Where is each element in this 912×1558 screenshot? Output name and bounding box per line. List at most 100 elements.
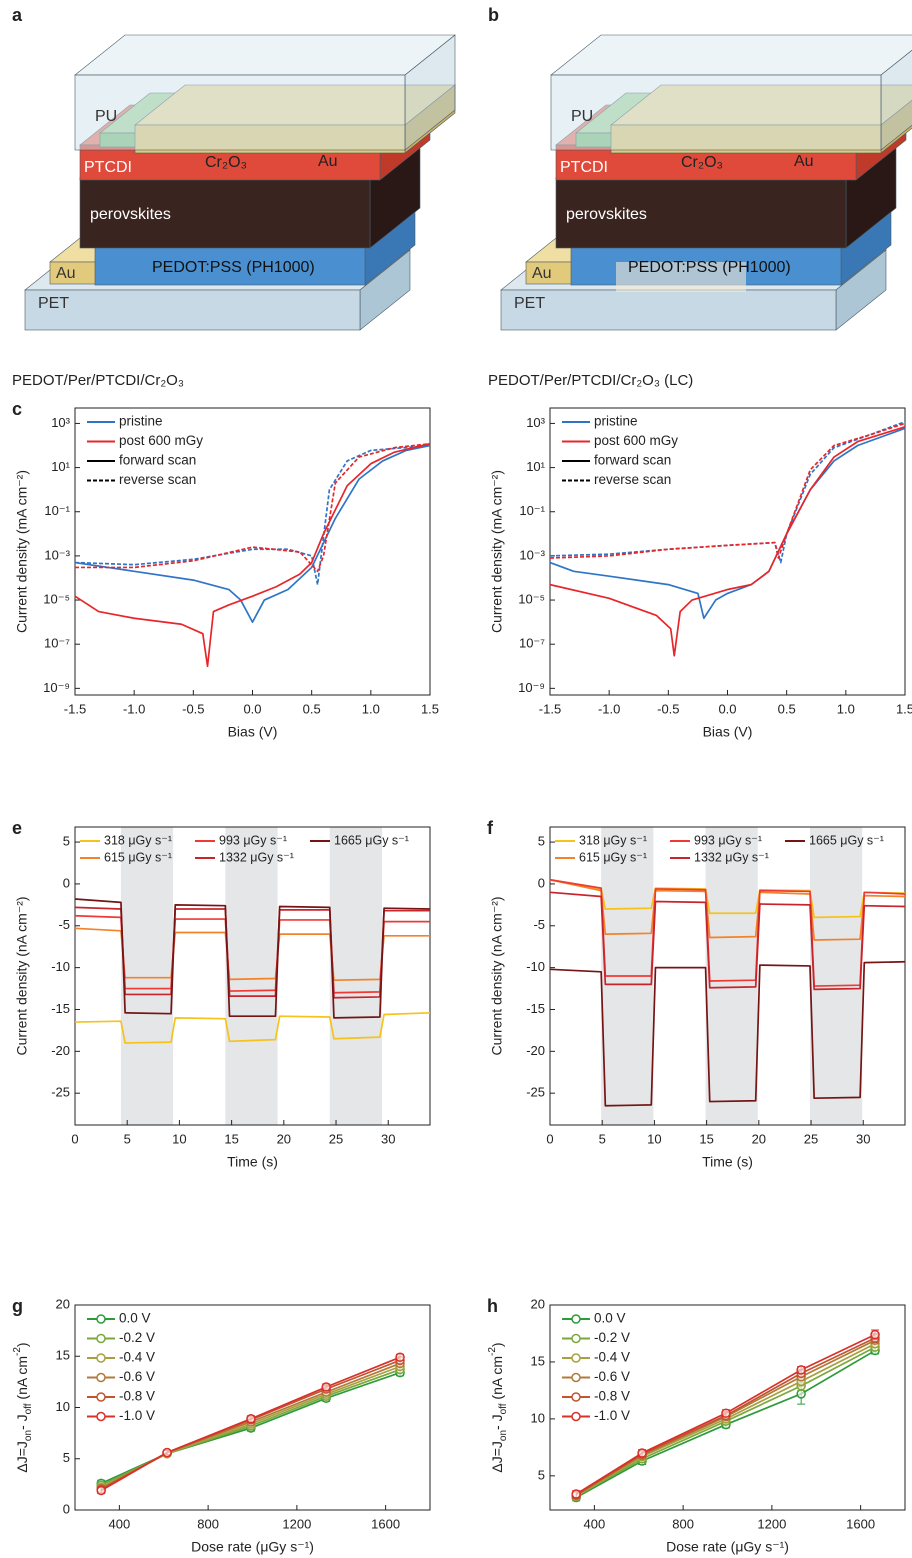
plot-frame xyxy=(549,1304,906,1511)
shaded-region xyxy=(225,827,278,1125)
legend-label: -0.2 V xyxy=(594,1330,630,1345)
layer-top xyxy=(550,34,912,76)
layer-label: PEDOT:PSS (PH1000) xyxy=(628,259,791,276)
x-tick-label: 400 xyxy=(584,1516,606,1531)
y-axis-label: Current density (mA cm⁻²) xyxy=(489,470,505,633)
legend-label: 993 μGy s⁻¹ xyxy=(219,833,287,847)
layer-top xyxy=(74,34,456,76)
layer-label: Au xyxy=(318,153,338,170)
x-tick-label: -1.5 xyxy=(539,701,561,716)
y-axis-label-part: ) xyxy=(489,1342,505,1347)
x-tick-label: 1.5 xyxy=(421,701,439,716)
x-tick-label: 1600 xyxy=(371,1516,400,1531)
layer-label: PET xyxy=(38,295,69,312)
legend-marker xyxy=(96,1353,106,1363)
lc-region xyxy=(616,262,746,292)
series-line xyxy=(549,891,906,991)
panel-label: a xyxy=(12,5,23,25)
plot-frame xyxy=(74,826,431,1126)
legend-label: 615 μGy s⁻¹ xyxy=(579,850,647,864)
x-tick-label: 0 xyxy=(546,1131,553,1146)
x-axis-label: Time (s) xyxy=(702,1154,753,1170)
y-tick-label: -20 xyxy=(526,1043,545,1058)
x-tick-label: 0.0 xyxy=(243,701,261,716)
data-point xyxy=(395,1352,405,1363)
x-tick-label: 30 xyxy=(381,1131,395,1146)
x-tick-label: -1.0 xyxy=(598,701,620,716)
y-tick-label: -25 xyxy=(51,1085,70,1100)
panel-label: b xyxy=(488,5,499,25)
y-tick-label: 10¹ xyxy=(526,459,545,474)
x-tick-label: 25 xyxy=(329,1131,343,1146)
layer-label: PU xyxy=(571,108,593,125)
series-line xyxy=(74,906,430,999)
y-axis-label-part: ΔJ=J xyxy=(14,1441,30,1473)
diagram-caption: PEDOT/Per/PTCDI/Cr₂O₃ (LC) xyxy=(488,372,693,389)
y-axis-label-part: ΔJ=J xyxy=(489,1441,505,1473)
legend-label: -1.0 V xyxy=(119,1408,155,1423)
series-line xyxy=(549,878,906,987)
y-tick-label: 10⁻³ xyxy=(519,547,545,562)
legend-label: -1.0 V xyxy=(594,1408,630,1423)
x-tick-label: 5 xyxy=(124,1131,131,1146)
y-axis-label: ΔJ=Jon- Joff (nA cm-2) xyxy=(487,1342,509,1472)
legend-label: -0.2 V xyxy=(119,1330,155,1345)
y-axis-label: Current density (mA cm⁻²) xyxy=(14,470,30,633)
x-tick-label: 1200 xyxy=(757,1516,786,1531)
y-axis-label: Current density (nA cm⁻²) xyxy=(489,896,505,1055)
y-tick-label: 5 xyxy=(538,834,545,849)
y-tick-label: 10¹ xyxy=(51,459,70,474)
y-axis-label-part: - J xyxy=(14,1414,30,1430)
legend-label: -0.4 V xyxy=(594,1350,630,1365)
data-point xyxy=(721,1408,731,1418)
x-axis-label: Bias (V) xyxy=(228,724,278,740)
y-axis-label-part: (nA cm xyxy=(489,1356,505,1403)
series-line xyxy=(74,898,431,1019)
panel-label: h xyxy=(487,1296,498,1316)
x-tick-label: 1.5 xyxy=(896,701,912,716)
y-tick-label: 10³ xyxy=(51,415,70,430)
plot-frame xyxy=(549,826,906,1126)
legend-label: 318 μGy s⁻¹ xyxy=(579,833,647,847)
y-tick-label: 10⁻⁷ xyxy=(44,636,70,651)
y-tick-label: 10⁻³ xyxy=(44,547,70,562)
x-tick-label: -0.5 xyxy=(182,701,204,716)
y-axis-label-part: -2 xyxy=(487,1347,498,1356)
y-tick-label: 10⁻⁵ xyxy=(43,591,70,606)
layer-label: Au xyxy=(794,153,814,170)
series-line xyxy=(74,444,431,623)
y-tick-label: -15 xyxy=(526,1001,545,1016)
y-axis-label-part: (nA cm xyxy=(14,1356,30,1403)
x-tick-label: 800 xyxy=(672,1516,694,1531)
y-axis-label: Current density (nA cm⁻²) xyxy=(14,896,30,1055)
layer-front xyxy=(24,289,361,331)
y-axis-label-part: off xyxy=(498,1403,509,1414)
diagram-caption: PEDOT/Per/PTCDI/Cr₂O₃ xyxy=(12,372,184,389)
y-axis-label-part: on xyxy=(498,1430,509,1441)
x-tick-label: 10 xyxy=(647,1131,661,1146)
legend-marker xyxy=(571,1333,581,1344)
legend-label: 993 μGy s⁻¹ xyxy=(694,833,762,847)
y-tick-label: 15 xyxy=(56,1348,70,1363)
x-tick-label: 5 xyxy=(599,1131,606,1146)
layer-label: PTCDI xyxy=(560,159,608,176)
x-tick-label: 0.0 xyxy=(718,701,736,716)
data-point xyxy=(246,1414,256,1424)
y-tick-label: -15 xyxy=(51,1001,70,1016)
x-tick-label: 1.0 xyxy=(837,701,855,716)
y-tick-label: 20 xyxy=(531,1296,545,1311)
layer-label: PU xyxy=(95,108,117,125)
legend-marker xyxy=(571,1411,581,1422)
legend-label: -0.8 V xyxy=(594,1389,630,1404)
y-tick-label: 10⁻⁹ xyxy=(43,680,70,695)
data-point xyxy=(571,1489,581,1499)
y-tick-label: 10⁻¹ xyxy=(44,503,70,518)
x-tick-label: 800 xyxy=(197,1516,219,1531)
legend-label: -0.6 V xyxy=(594,1369,630,1384)
x-tick-label: 10 xyxy=(172,1131,186,1146)
layer-label: perovskites xyxy=(566,206,647,223)
legend-marker xyxy=(571,1353,581,1363)
y-tick-label: 0 xyxy=(63,1501,70,1516)
series-line xyxy=(549,426,906,657)
